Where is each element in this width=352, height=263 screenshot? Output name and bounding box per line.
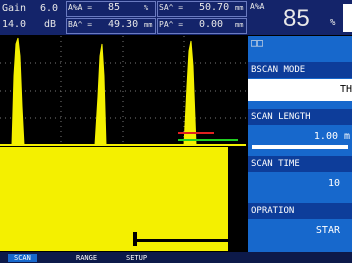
readout-unit: mm: [235, 21, 243, 29]
tab-bar: [0, 252, 352, 263]
menu-label[interactable]: SCAN LENGTH: [248, 109, 352, 125]
menu-label[interactable]: OPRATION: [248, 203, 352, 219]
a-scan: [0, 36, 246, 146]
readout-label: PA^ =: [159, 20, 183, 29]
readout-value: 0.00: [199, 19, 223, 30]
readout-value: 85: [108, 2, 120, 13]
readout-value: 49.30: [108, 19, 138, 30]
gain-unit: dB: [44, 19, 56, 30]
readout-unit: mm: [235, 4, 243, 12]
readout-value: 50.70: [199, 2, 229, 13]
readout-unit: %: [144, 4, 148, 12]
readout-label: A%A =: [68, 3, 92, 12]
indicator-box: [343, 4, 352, 32]
menu-icon: □□: [251, 38, 263, 49]
menu-value: 1.00: [250, 131, 338, 142]
gain-db: 14.0: [2, 19, 26, 30]
big-label: A%A: [250, 2, 264, 11]
gain-label: Gain: [2, 3, 26, 14]
menu-label[interactable]: BSCAN MODE: [248, 62, 352, 78]
big-unit: %: [330, 18, 335, 28]
b-scan: [0, 147, 246, 251]
menu-value: STAR: [250, 225, 340, 236]
big-value: 85: [283, 5, 310, 33]
tab[interactable]: SETUP: [120, 254, 153, 262]
menu-unit: m: [344, 131, 350, 142]
scan-progress: [252, 145, 348, 149]
readout-unit: mm: [144, 21, 152, 29]
tab[interactable]: RANGE: [70, 254, 103, 262]
menu-value: TH: [248, 84, 352, 95]
menu-label[interactable]: SCAN TIME: [248, 156, 352, 172]
readout-label: SA^ =: [159, 3, 183, 12]
menu-value: 10: [250, 178, 340, 189]
readout-label: BA^ =: [68, 20, 92, 29]
tab[interactable]: SCAN: [8, 254, 37, 262]
gain-value: 6.0: [40, 3, 58, 14]
screen: Gain 6.0 14.0 dB A%A 85 % □□ A%A = 85% SA^…: [0, 0, 352, 263]
